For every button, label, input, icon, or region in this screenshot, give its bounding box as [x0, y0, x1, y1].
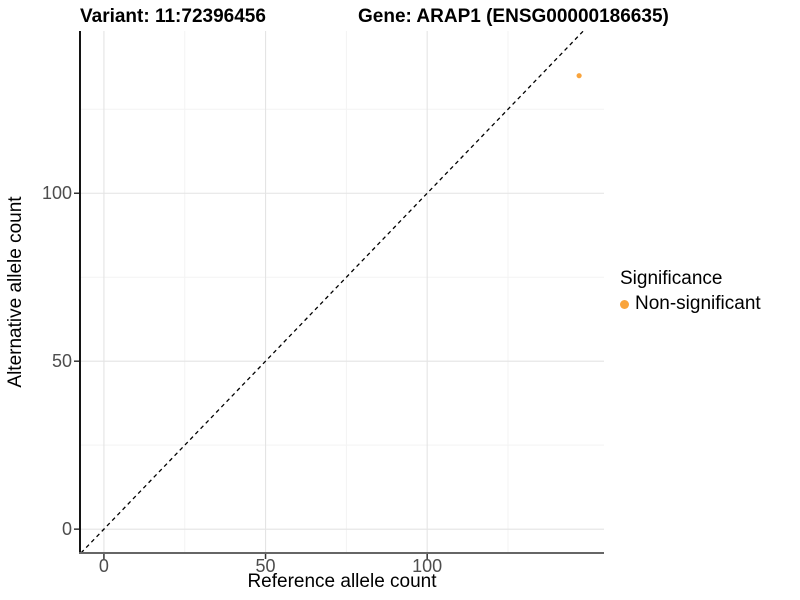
x-axis-label: Reference allele count: [247, 571, 437, 592]
y-tick-label: 100: [41, 183, 72, 204]
x-tick-label: 50: [255, 556, 276, 576]
legend-title: Significance: [620, 268, 723, 289]
y-axis-label: Alternative allele count: [5, 196, 26, 388]
y-tick-label: 50: [51, 351, 72, 372]
plot-title-variant: Variant: 11:72396456: [80, 6, 266, 27]
y-tick-label: 0: [61, 519, 72, 540]
plot-panel: [74, 31, 604, 559]
data-point: [576, 73, 582, 79]
legend-point-icon: [620, 299, 629, 309]
legend-item: Non-significant: [620, 293, 761, 315]
legend-items: Non-significant: [620, 293, 761, 315]
identity-reference-line: [80, 31, 584, 554]
plot-title-gene: Gene: ARAP1 (ENSG00000186635): [358, 6, 669, 27]
legend-item-label: Non-significant: [635, 293, 761, 314]
legend: Significance Non-significant: [620, 268, 761, 315]
x-tick-label: 100: [412, 556, 443, 576]
x-tick-label: 0: [98, 556, 109, 576]
